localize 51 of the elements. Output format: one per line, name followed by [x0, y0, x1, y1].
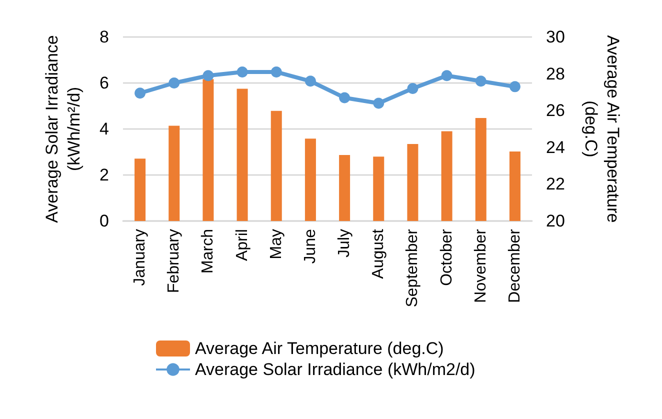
x-tick-label: February: [166, 229, 183, 294]
y-tick-label: 4: [100, 120, 109, 138]
x-tick-label: October: [438, 228, 456, 286]
point: [407, 83, 418, 94]
bar: [475, 118, 486, 221]
point: [373, 98, 384, 109]
x-tick-label: June: [302, 228, 319, 264]
y-axis-title: Average Solar Irradiance (kWh/m²/d): [42, 35, 84, 223]
bar: [168, 126, 180, 221]
y2-tick-label: 30: [546, 28, 565, 46]
bar: [407, 144, 418, 221]
bar: [339, 154, 350, 221]
point: [134, 88, 146, 99]
bar: [134, 158, 146, 221]
y2-axis-title: Average Air Temperature (deg.C): [582, 35, 622, 223]
point: [304, 76, 316, 87]
x-tick-label: December: [506, 228, 524, 303]
bar: [509, 152, 520, 221]
point: [168, 78, 180, 88]
x-tick-label: November: [472, 228, 490, 303]
point: [475, 76, 486, 87]
bar: [441, 131, 452, 221]
point: [509, 81, 520, 92]
point: [202, 70, 214, 82]
x-tick-label: August: [370, 228, 388, 279]
bar: [304, 138, 316, 221]
x-tick-label: March: [200, 229, 217, 274]
bar: [270, 110, 282, 221]
x-tick-label: September: [404, 228, 422, 308]
y-tick-label: 0: [100, 212, 109, 230]
legend-label: Average Air Temperature (deg.C): [195, 339, 444, 358]
y2-tick-label: 24: [546, 138, 565, 157]
point: [339, 92, 350, 104]
bar: [373, 156, 384, 221]
bar: [236, 88, 248, 221]
y2-tick-label: 20: [546, 212, 565, 230]
x-tick-label: January: [132, 229, 149, 286]
point: [270, 66, 282, 78]
legend-label: Average Solar Irradiance (kWh/m2/d): [195, 360, 476, 379]
point: [441, 70, 452, 82]
y-tick-label: 6: [100, 74, 109, 92]
x-tick-label: April: [234, 229, 251, 262]
x-tick-label: July: [336, 229, 354, 258]
y2-tick-label: 22: [546, 174, 565, 194]
y2-tick-label: 26: [546, 101, 565, 120]
y2-tick-label: 28: [546, 64, 565, 84]
bar: [202, 79, 214, 221]
x-tick-label: May: [268, 229, 285, 260]
y-tick-label: 8: [100, 28, 109, 46]
point: [236, 66, 248, 78]
y-tick-label: 2: [100, 166, 109, 184]
